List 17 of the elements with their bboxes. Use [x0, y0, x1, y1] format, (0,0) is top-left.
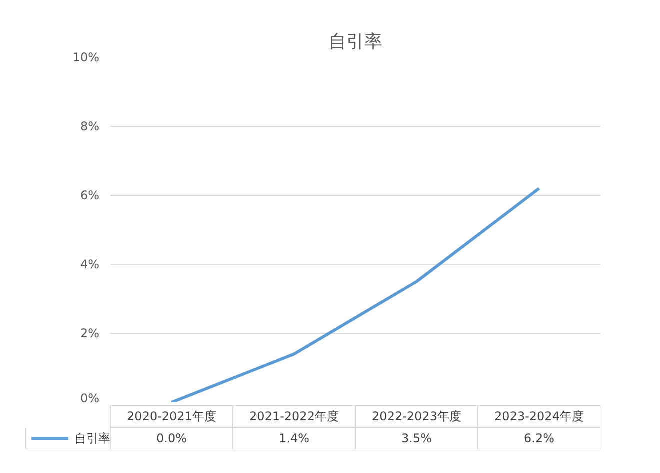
legend-label: 自引率 — [74, 432, 110, 446]
x-tick-label: 2022-2023年度 — [372, 410, 462, 424]
y-tick-label: 0% — [80, 392, 100, 406]
chart-title: 自引率 — [328, 32, 382, 52]
x-tick-label: 2023-2024年度 — [494, 410, 584, 424]
x-tick-label: 2021-2022年度 — [250, 410, 339, 424]
line-series — [170, 187, 541, 402]
data-label: 1.4% — [279, 432, 310, 446]
y-tick-label: 2% — [80, 326, 100, 340]
x-tick-label: 2020-2021年度 — [127, 410, 216, 424]
data-label: 0.0% — [156, 432, 188, 446]
y-tick-label: 4% — [80, 258, 100, 272]
y-tick-label: 6% — [80, 188, 100, 202]
y-tick-label: 10% — [72, 50, 100, 64]
data-label: 6.2% — [524, 432, 555, 446]
data-label: 3.5% — [402, 432, 432, 446]
y-tick-label: 8% — [80, 120, 100, 134]
